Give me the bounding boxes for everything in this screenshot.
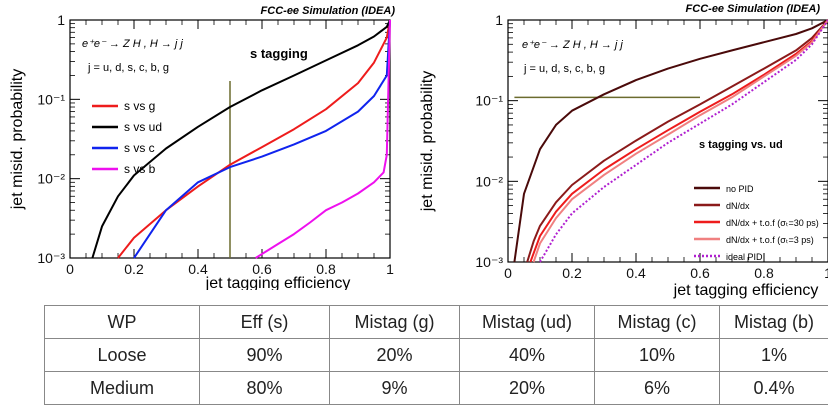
x-tick-label: 0 (66, 261, 74, 277)
series-line (133, 19, 391, 259)
series-line (529, 19, 828, 263)
flavour-label: j = u, d, s, c, b, g (87, 62, 169, 74)
table-cell: 6% (594, 371, 720, 405)
simulation-header: FCC-ee Simulation (IDEA) (261, 5, 396, 17)
x-axis-label: jet tagging efficiency (673, 282, 819, 299)
table-header-cell: WP (44, 305, 200, 339)
table-header-row: WP Eff (s) Mistag (g) Mistag (ud) Mistag… (44, 305, 828, 339)
x-tick-label: 0.6 (690, 265, 710, 281)
series-line (539, 19, 828, 263)
table-header-cell: Mistag (g) (329, 305, 460, 339)
legend-label: no PID (726, 184, 754, 194)
x-tick-label: 0.2 (124, 261, 144, 277)
table-cell: 80% (199, 371, 330, 405)
series-line (255, 19, 391, 259)
table-header-cell: Mistag (ud) (459, 305, 595, 339)
process-label: e⁺e⁻ → Z H , H → j j (522, 39, 623, 51)
y-tick-label: 10⁻³ (37, 250, 65, 266)
x-tick-label: 0.8 (754, 265, 774, 281)
y-tick-label: 10⁻² (475, 173, 503, 189)
y-tick-label: 10⁻³ (475, 254, 503, 270)
y-tick-label: 10⁻¹ (475, 93, 503, 109)
table-header-cell: Mistag (c) (594, 305, 720, 339)
x-tick-label: 0.8 (316, 261, 336, 277)
right-chart-panel: 0 0.2 0.4 0.6 0.8 1 10⁻³ 10⁻² 10⁻¹ 1 jet tagging e… (414, 0, 828, 300)
legend-label: ideal PID (726, 252, 763, 262)
right-chart: 0 0.2 0.4 0.6 0.8 1 10⁻³ 10⁻² 10⁻¹ 1 jet tagging e… (419, 3, 828, 299)
x-tick-label: 0.2 (562, 265, 582, 281)
legend-label: dN/dx (726, 201, 750, 211)
x-tick-label: 1 (386, 261, 394, 277)
y-tick-label: 1 (495, 12, 503, 28)
working-points-table: WP Eff (s) Mistag (g) Mistag (ud) Mistag… (44, 305, 828, 405)
process-label: e⁺e⁻ → Z H , H → j j (82, 38, 183, 50)
left-chart-panel: 0 0.2 0.4 0.6 0.8 1 10⁻³ 10⁻² 10⁻¹ 1 jet tagging e… (0, 0, 410, 292)
legend-label: dN/dx + t.o.f (σₜ=3 ps) (726, 235, 814, 245)
table-header-cell: Eff (s) (199, 305, 330, 339)
table-cell: Loose (44, 338, 200, 372)
table-cell: 20% (329, 338, 460, 372)
left-chart: 0 0.2 0.4 0.6 0.8 1 10⁻³ 10⁻² 10⁻¹ 1 jet tagging e… (9, 5, 396, 292)
x-tick-label: 0 (504, 265, 512, 281)
legend-label: dN/dx + t.o.f (σₜ=30 ps) (726, 218, 819, 228)
x-tick-label: 0.4 (626, 265, 646, 281)
table-cell: 20% (459, 371, 595, 405)
panel-title: s tagging (250, 46, 308, 61)
table-row: Loose 90% 20% 40% 10% 1% (44, 338, 828, 372)
x-tick-label: 0.4 (188, 261, 208, 277)
series-line (117, 19, 391, 259)
series-line (91, 19, 391, 259)
table-cell: 1% (719, 338, 828, 372)
legend-label: s vs c (124, 141, 155, 155)
x-axis-label: jet tagging efficiency (205, 275, 351, 290)
table-cell: 90% (199, 338, 330, 372)
y-tick-label: 10⁻¹ (37, 91, 65, 107)
table-header-cell: Mistag (b) (719, 305, 828, 339)
x-tick-label: 0.6 (252, 261, 272, 277)
y-axis-label: jet misid. probability (419, 71, 436, 213)
series-line (526, 19, 828, 263)
series-line (532, 19, 828, 263)
series-line (513, 19, 828, 263)
table-cell: 0.4% (719, 371, 828, 405)
table-row: Medium 80% 9% 20% 6% 0.4% (44, 371, 828, 405)
legend-label: s vs ud (124, 120, 162, 134)
table-cell: Medium (44, 371, 200, 405)
y-tick-label: 10⁻² (37, 171, 65, 187)
table-cell: 10% (594, 338, 720, 372)
y-tick-label: 1 (57, 12, 65, 28)
y-axis-label: jet misid. probability (9, 69, 26, 211)
table-cell: 40% (459, 338, 595, 372)
legend-label: s vs b (124, 162, 156, 176)
flavour-label: j = u, d, s, c, b, g (523, 63, 605, 75)
x-tick-label: 1 (824, 265, 828, 281)
simulation-header: FCC-ee Simulation (IDEA) (686, 3, 821, 15)
table-cell: 9% (329, 371, 460, 405)
panel-title: s tagging vs. ud (699, 139, 783, 151)
legend-label: s vs g (124, 99, 155, 113)
